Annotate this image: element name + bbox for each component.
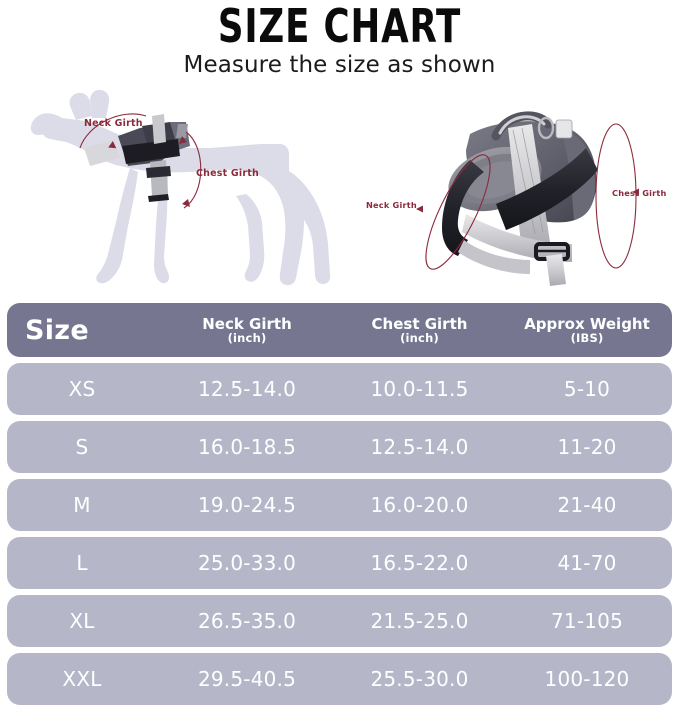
column-header-neck-girth-label: Neck Girth <box>202 314 292 333</box>
column-header-approx-weight-label: Approx Weight <box>524 314 650 333</box>
cell-size: M <box>73 493 91 517</box>
cell-neck: 12.5-14.0 <box>197 377 297 401</box>
harness-product-graphic <box>442 111 598 286</box>
cell-weight: 5-10 <box>563 377 611 401</box>
page-title: SIZE CHART <box>217 0 462 53</box>
cell-size: XL <box>69 609 95 633</box>
table-row: XL 26.5-35.0 21.5-25.0 71-105 <box>7 595 672 647</box>
column-header-size: Size <box>25 314 89 346</box>
table-row: M 19.0-24.5 16.0-20.0 21-40 <box>7 479 672 531</box>
size-table: Size Neck Girth (inch) Chest Girth (inch… <box>7 303 672 711</box>
cell-weight: 41-70 <box>557 551 617 575</box>
table-row: XS 12.5-14.0 10.0-11.5 5-10 <box>7 363 672 415</box>
neck-girth-annotation: Neck Girth <box>366 154 491 270</box>
cell-size: L <box>76 551 88 575</box>
chest-girth-label: Chest Girth <box>196 168 259 179</box>
table-row: S 16.0-18.5 12.5-14.0 11-20 <box>7 421 672 473</box>
cell-weight: 21-40 <box>557 493 617 517</box>
chest-girth-label: Chest Girth <box>612 188 667 198</box>
column-header-neck-girth-unit: (inch) <box>227 330 267 345</box>
table-header-row: Size Neck Girth (inch) Chest Girth (inch… <box>7 303 672 357</box>
cell-neck: 16.0-18.5 <box>197 435 297 459</box>
page-header: SIZE CHART Measure the size as shown <box>0 0 679 88</box>
column-header-chest-girth-unit: (inch) <box>400 330 439 345</box>
cell-size: S <box>75 435 89 459</box>
cell-chest: 25.5-30.0 <box>370 667 469 691</box>
harness-product-illustration: Neck Girth Chest Girth <box>350 84 675 296</box>
column-header-approx-weight: Approx Weight (IBS) <box>502 316 672 345</box>
dog-silhouette-shape <box>30 89 331 286</box>
neck-girth-annotation: Neck Girth <box>79 113 147 149</box>
cell-neck: 25.0-33.0 <box>197 551 297 575</box>
table-row: XXL 29.5-40.5 25.5-30.0 100-120 <box>7 653 672 705</box>
cell-weight: 71-105 <box>550 609 624 633</box>
page-subtitle: Measure the size as shown <box>183 52 496 78</box>
cell-weight: 11-20 <box>557 435 617 459</box>
cell-size: XS <box>68 377 96 401</box>
cell-size: XXL <box>62 667 102 691</box>
cell-chest: 21.5-25.0 <box>370 609 469 633</box>
cell-neck: 19.0-24.5 <box>197 493 297 517</box>
column-header-neck-girth: Neck Girth (inch) <box>157 316 337 345</box>
column-header-chest-girth: Chest Girth (inch) <box>337 316 502 345</box>
cell-chest: 10.0-11.5 <box>370 377 469 401</box>
illustration-band: Neck Girth Chest Girth <box>0 84 679 296</box>
harness-on-dog-graphic <box>84 114 190 202</box>
cell-chest: 16.0-20.0 <box>370 493 469 517</box>
cell-neck: 26.5-35.0 <box>197 609 297 633</box>
neck-girth-label: Neck Girth <box>84 118 143 129</box>
table-row: L 25.0-33.0 16.5-22.0 41-70 <box>7 537 672 589</box>
cell-neck: 29.5-40.5 <box>197 667 297 691</box>
cell-chest: 12.5-14.0 <box>370 435 469 459</box>
column-header-chest-girth-label: Chest Girth <box>371 314 468 333</box>
chest-girth-annotation: Chest Girth <box>595 123 667 269</box>
cell-weight: 100-120 <box>544 667 630 691</box>
dog-silhouette-illustration: Neck Girth Chest Girth <box>10 84 340 296</box>
column-header-approx-weight-unit: (IBS) <box>570 330 604 345</box>
cell-chest: 16.5-22.0 <box>370 551 469 575</box>
chest-girth-annotation: Chest Girth <box>179 131 259 209</box>
neck-girth-label: Neck Girth <box>366 200 417 210</box>
